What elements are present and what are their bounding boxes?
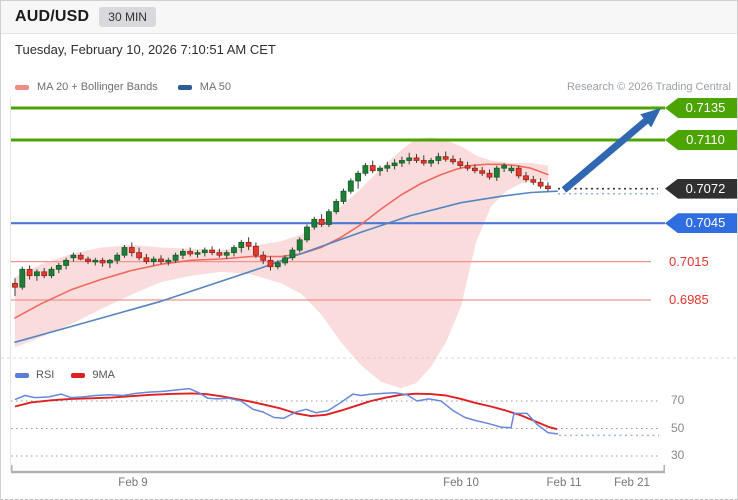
ma50-legend-label: MA 50: [199, 81, 231, 93]
projection-dotted-lines: [558, 187, 658, 195]
research-credit: Research © 2026 Trading Central: [566, 81, 731, 93]
x-axis-label-feb21: Feb 21: [614, 477, 650, 489]
rsi-scale-50: 50: [671, 420, 685, 435]
x-axis-label-feb11: Feb 11: [546, 477, 582, 489]
current-price-badge: 0.7072: [665, 178, 737, 199]
x-axis-label-feb9: Feb 9: [118, 477, 148, 489]
9ma-legend-label: 9MA: [92, 369, 115, 381]
support-level-badge: 0.7045: [665, 213, 737, 234]
symbol-title: AUD/USD: [15, 8, 90, 25]
datetime-label: Tuesday, February 10, 2026 7:10:51 AM CE…: [15, 42, 276, 57]
9ma-legend-swatch-icon: [71, 372, 86, 378]
ma20-legend-label: MA 20 + Bollinger Bands: [37, 81, 158, 93]
ma20-legend-swatch-icon: [15, 84, 29, 90]
pivot-level-text-2: 0.6985: [669, 292, 709, 307]
resistance-level-badge-1: 0.7135: [665, 98, 737, 118]
chart-header: AUD/USD 30 MIN: [1, 1, 737, 34]
rsi-scale-70: 70: [671, 393, 685, 407]
timeframe-badge: 30 MIN: [99, 7, 156, 27]
main-legend: MA 20 + Bollinger Bands MA 50: [15, 81, 243, 93]
pivot-level-text-1: 0.7015: [669, 253, 709, 269]
rsi-scale-30: 30: [671, 448, 685, 462]
resistance-level-badge-2: 0.7110: [665, 130, 737, 150]
bollinger-band-fill: [15, 137, 548, 389]
rsi-legend-label: RSI: [36, 369, 55, 381]
candlesticks: [12, 151, 551, 297]
trend-arrow-icon: [561, 108, 661, 193]
x-axis: [11, 465, 666, 474]
rsi-panel-lines: [11, 387, 661, 457]
rsi-legend: RSI 9MA: [15, 369, 125, 381]
moving-average-lines: [14, 163, 558, 344]
ma50-legend-swatch-icon: [177, 84, 192, 90]
rsi-legend-swatch-icon: [15, 372, 29, 378]
x-axis-label-feb10: Feb 10: [443, 477, 479, 489]
chart-frame-lines: [1, 97, 737, 471]
